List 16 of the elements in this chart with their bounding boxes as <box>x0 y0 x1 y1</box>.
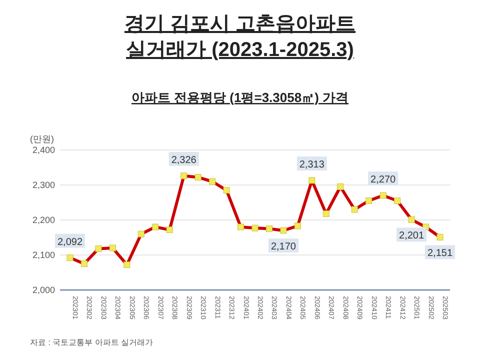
data-label: 2,326 <box>171 154 197 166</box>
y-tick-label: 2,400 <box>32 145 55 155</box>
data-label: 2,201 <box>399 230 424 242</box>
data-label: 2,313 <box>299 159 325 170</box>
data-label: 2,092 <box>57 236 83 248</box>
y-tick-label: 2,200 <box>32 215 55 225</box>
y-tick-label: 2,300 <box>32 180 55 190</box>
data-label: 2,270 <box>370 174 396 186</box>
y-tick-label: 2,000 <box>32 285 55 295</box>
y-axis-title: (만원) <box>30 134 54 144</box>
data-label: 2,170 <box>270 242 296 252</box>
text: 자료 : 국토교통부 아파트 실거래가 <box>30 338 154 347</box>
chart-subtitle: 아파트 전용평당 (1평=3.3058㎡) 가격 <box>131 90 349 105</box>
chart-title: 경기 김포시 고촌읍아파트 실거래가 (2023.1-2025.3) <box>124 13 356 61</box>
y-tick-label: 2,100 <box>32 250 55 260</box>
data-label: 2,151 <box>427 248 453 260</box>
